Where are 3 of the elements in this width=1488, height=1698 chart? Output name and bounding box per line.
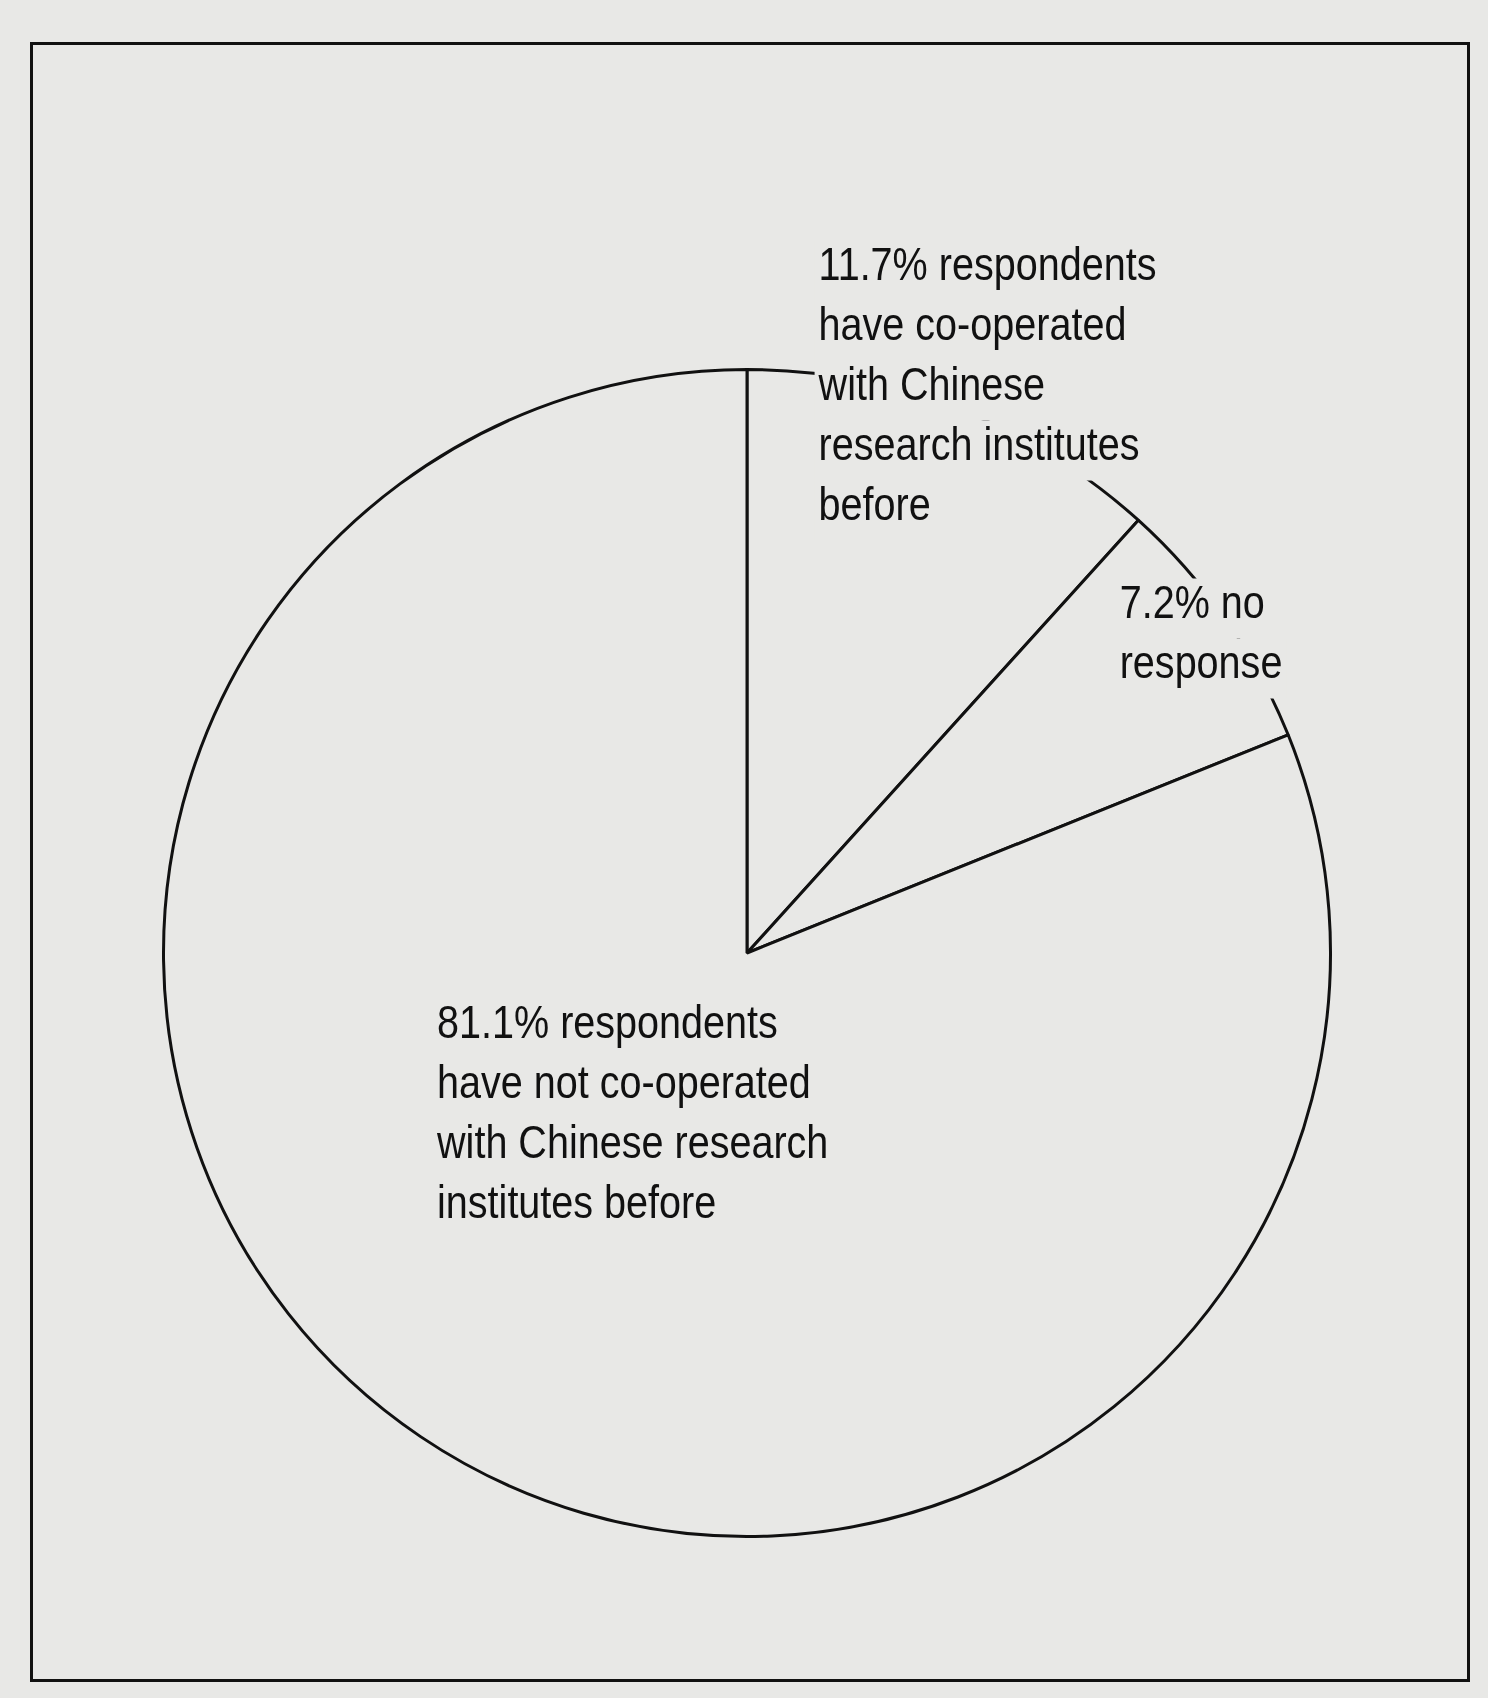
slice-label: 11.7% respondents have co-operated with Chinese research institutes before — [817, 238, 1157, 530]
slice-label: 7.2% no response — [1119, 576, 1283, 688]
slice-label: 81.1% respondents have not co-operated with Chinese research institutes before — [436, 996, 829, 1228]
